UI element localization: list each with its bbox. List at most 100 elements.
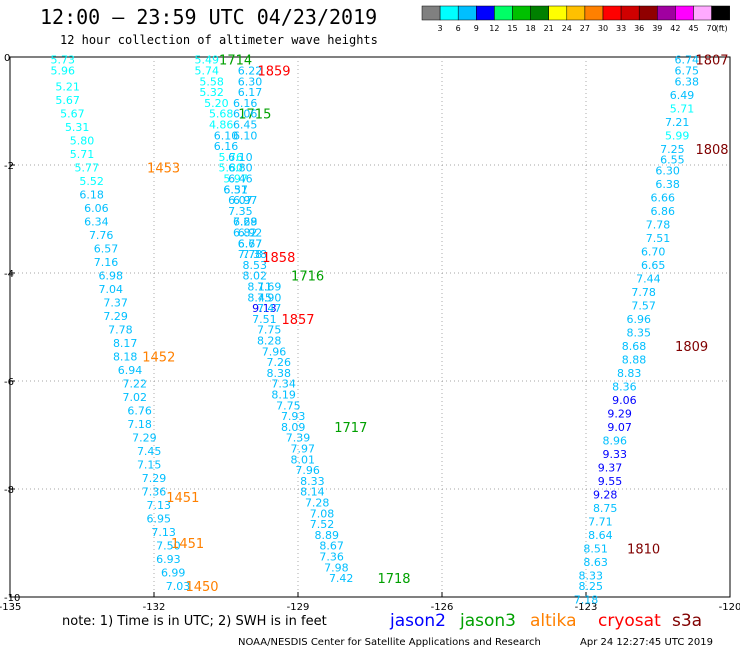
color-scale-swatch (620, 5, 640, 21)
wave-height-value: 6.97 (233, 194, 258, 207)
wave-height-value: 8.09 (281, 421, 306, 434)
pass-time-label: 1715 (238, 108, 271, 123)
wave-height-value: 7.36 (142, 486, 167, 499)
y-tick-label: -2 (4, 161, 14, 172)
pass-time-label: 1450 (185, 580, 218, 595)
pass-time-label: 1451 (171, 537, 204, 552)
wave-height-value: 7.44 (636, 272, 661, 285)
wave-height-value: 6.69 (233, 216, 258, 229)
wave-height-value: 7.16 (94, 256, 119, 269)
wave-height-value: 6.76 (127, 405, 152, 418)
color-scale-swatch (638, 5, 658, 21)
pass-time-label: 1859 (257, 65, 290, 80)
wave-height-value: 8.63 (583, 556, 608, 569)
wave-height-value: 7.21 (665, 116, 690, 129)
wave-height-value: 7.29 (132, 432, 157, 445)
color-scale-label: 21 (544, 24, 554, 33)
wave-height-value: 7.96 (295, 464, 320, 477)
wave-height-value: 6.75 (675, 65, 700, 78)
color-scale-label: 36 (634, 24, 644, 33)
satellite-tracks: 5.735.965.215.675.675.315.805.715.775.52… (51, 54, 729, 607)
wave-height-value: 5.77 (75, 162, 100, 175)
wave-height-value: 7.29 (142, 472, 167, 485)
color-scale-swatch (693, 5, 712, 21)
wave-height-value: 6.10 (233, 129, 258, 142)
wave-height-value: 7.38 (243, 248, 268, 261)
wave-height-value: 6.30 (655, 164, 680, 177)
wave-height-value: 6.93 (156, 553, 181, 566)
wave-height-value: 7.76 (89, 229, 114, 242)
pass-time-label: 1857 (281, 313, 314, 328)
color-scale-swatch (512, 5, 531, 21)
pass-time-label: 1714 (219, 54, 252, 69)
wave-height-value: 8.45 (247, 291, 272, 304)
wave-height-value: 8.17 (113, 337, 138, 350)
wave-height-value: 7.04 (99, 283, 124, 296)
wave-height-value: 6.16 (233, 97, 258, 110)
wave-height-value: 8.89 (315, 529, 340, 542)
wave-height-value: 7.47 (257, 302, 282, 315)
legend-cryosat: cryosat (598, 611, 661, 631)
pass-time-label: 1452 (142, 351, 175, 366)
wave-height-value: 7.71 (588, 515, 613, 528)
wave-height-value: 5.80 (70, 135, 95, 148)
wave-height-value: 5.73 (51, 54, 76, 67)
x-tick-label: -126 (431, 602, 454, 613)
wave-height-value: 7.50 (156, 540, 181, 553)
wave-height-value: 6.55 (660, 154, 685, 167)
pass-time-label: 1716 (291, 270, 324, 285)
pass-time-label: 1718 (377, 572, 410, 587)
wave-height-value: 9.06 (612, 394, 637, 407)
color-scale-unit: (ft) (716, 24, 728, 33)
legend-jason3: jason3 (459, 611, 516, 631)
wave-height-value: 7.96 (262, 345, 287, 358)
wave-height-value: 6.06 (84, 202, 109, 215)
wave-height-value: 7.13 (151, 526, 176, 539)
y-tick-label: -6 (4, 377, 14, 388)
wave-height-value: 7.78 (108, 324, 133, 337)
wave-height-value: 7.18 (574, 594, 599, 607)
wave-height-value: 6.77 (238, 237, 263, 250)
wave-height-value: 7.25 (660, 143, 685, 156)
wave-height-value: 7.02 (123, 391, 148, 404)
wave-height-value: 6.10 (228, 151, 253, 164)
x-tick-label: -129 (287, 602, 310, 613)
color-scale-swatch (548, 5, 568, 21)
wave-height-value: 7.78 (631, 286, 656, 299)
wave-height-value: 6.16 (214, 140, 239, 153)
wave-height-value: 9.13 (252, 302, 277, 315)
color-scale-swatch (457, 5, 477, 21)
x-tick-label: -132 (143, 602, 166, 613)
wave-height-value: 8.64 (588, 529, 613, 542)
wave-height-value: 6.82 (233, 227, 258, 240)
track-cryosat: 6.226.306.176.166.066.456.106.106.806.46… (223, 65, 314, 328)
wave-height-value: 6.94 (118, 364, 143, 377)
wave-height-value: 7.45 (137, 445, 162, 458)
color-scale-label: 3 (438, 24, 443, 33)
color-scale-label: 30 (598, 24, 608, 33)
wave-height-value: 9.37 (598, 461, 623, 474)
wave-height-value: 7.78 (646, 218, 671, 231)
color-scale-label: 70 (707, 24, 717, 33)
wave-height-value: 6.86 (651, 205, 676, 218)
wave-height-value: 7.03 (166, 580, 191, 593)
wave-height-value: 5.97 (223, 173, 248, 186)
wave-height-value: 8.14 (300, 486, 325, 499)
pass-time-label: 1807 (695, 54, 728, 69)
color-scale-label: 24 (562, 24, 572, 33)
wave-height-value: 7.39 (286, 432, 311, 445)
wave-height-value: 6.17 (238, 86, 263, 99)
wave-height-value: 8.28 (257, 335, 282, 348)
wave-height-value: 5.21 (55, 81, 80, 94)
wave-height-value: 6.80 (228, 162, 253, 175)
wave-height-value: 6.38 (675, 75, 700, 88)
track-s3a: 6.746.756.386.495.717.215.997.256.556.30… (574, 54, 729, 607)
wave-height-value: 7.98 (324, 561, 349, 574)
color-scale-swatch (439, 5, 459, 21)
wave-height-value: 7.51 (646, 232, 671, 245)
wave-height-value: 6.96 (627, 313, 652, 326)
wave-height-value: 7.75 (257, 324, 282, 337)
color-scale-legend: 3 6 9 12 15 18 21 24 27 30 33 36 39 42 45 70(ft) (421, 5, 730, 33)
color-scale-swatch (530, 5, 549, 21)
